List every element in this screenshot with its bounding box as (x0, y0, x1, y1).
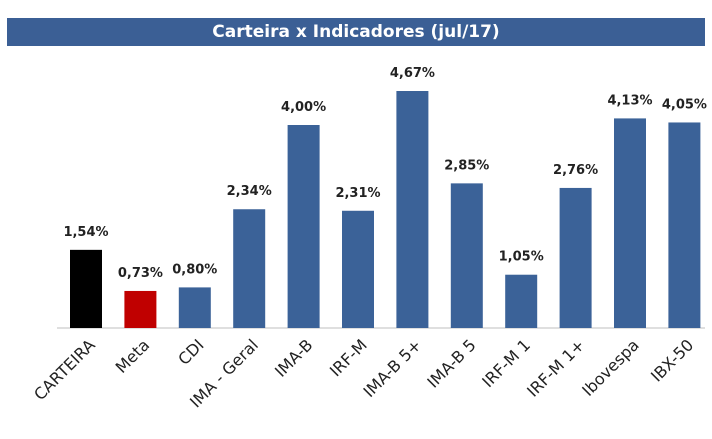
data-label: 4,13% (607, 93, 652, 108)
bar (178, 287, 211, 328)
x-tick-label: IRF-M 1+ (523, 335, 588, 400)
x-tick-label: IMA-B (271, 335, 316, 380)
data-label: 0,73% (118, 266, 163, 281)
bar (396, 91, 429, 328)
x-tick-label: IRF-M (326, 335, 371, 380)
bar (124, 290, 157, 328)
bar (342, 210, 374, 328)
x-tick-label: IRF-M 1 (478, 335, 534, 391)
x-tick-label: IBX-50 (647, 335, 697, 385)
bar (450, 183, 483, 328)
x-tick-label: CDI (174, 335, 207, 368)
data-label: 4,00% (281, 100, 326, 115)
bar (233, 209, 266, 328)
data-label: 0,80% (172, 262, 217, 277)
x-tick-label: CARTEIRA (30, 335, 99, 404)
bar (287, 125, 320, 329)
data-label: 2,31% (335, 186, 380, 201)
data-label: 2,76% (553, 163, 598, 178)
data-label: 2,34% (227, 184, 272, 199)
data-label: 4,05% (662, 97, 707, 112)
title-banner (7, 18, 705, 46)
data-label: 4,67% (390, 66, 435, 81)
data-label: 2,85% (444, 158, 489, 173)
x-tick-label: Ibovespa (578, 335, 643, 400)
x-tick-label: IMA-B 5+ (359, 335, 425, 401)
bar (559, 187, 592, 328)
data-label: 1,05% (499, 250, 544, 265)
bar (505, 274, 538, 328)
bar (614, 118, 646, 328)
bar (668, 122, 701, 329)
x-tick-label: IMA-B 5 (423, 335, 479, 391)
chart-title: Carteira x Indicadores (jul/17) (212, 22, 499, 42)
data-label: 1,54% (63, 225, 108, 240)
x-tick-label: Meta (112, 335, 154, 377)
bar (70, 249, 102, 328)
